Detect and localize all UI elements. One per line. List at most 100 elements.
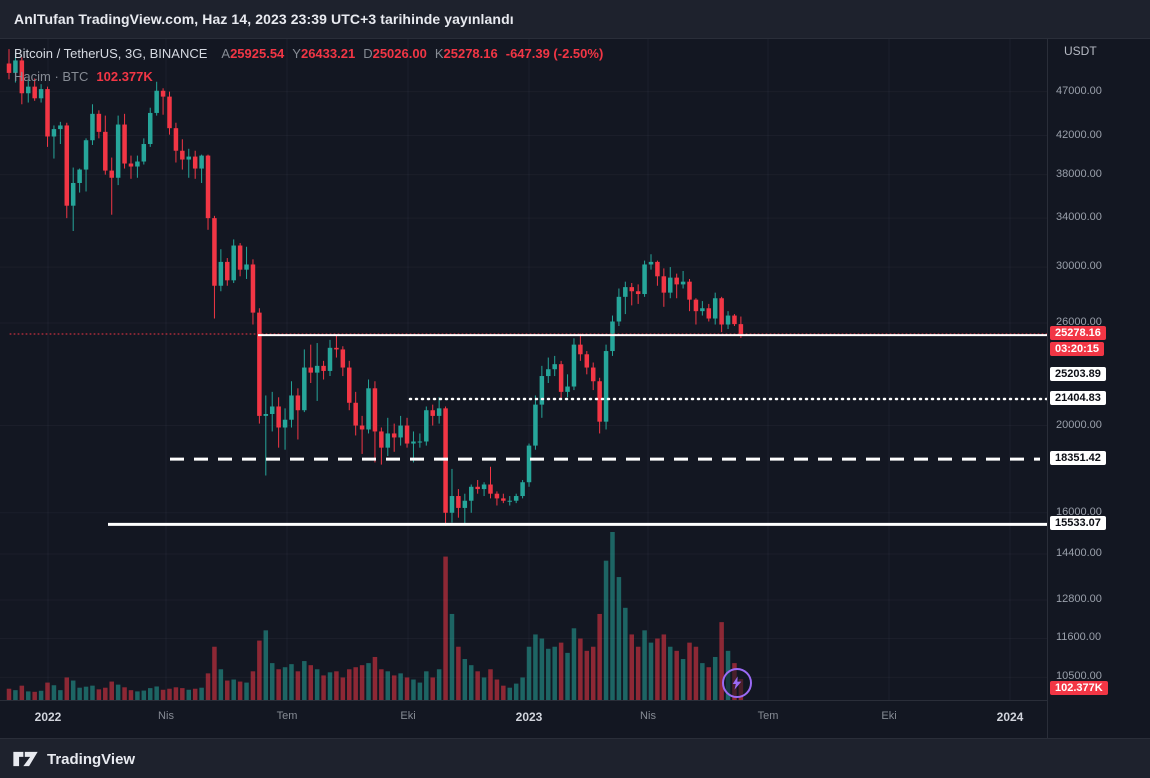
volume-bar bbox=[385, 671, 391, 700]
price-tick-label: 38000.00 bbox=[1056, 167, 1102, 180]
volume-bar bbox=[590, 646, 596, 700]
volume-bar bbox=[147, 688, 153, 700]
ohlc-key: D bbox=[363, 46, 373, 61]
volume-bar bbox=[212, 646, 217, 700]
footer-bar: TradingView bbox=[0, 738, 1150, 778]
volume-bar bbox=[231, 679, 236, 700]
ohlc-value: 25925.54 bbox=[230, 46, 285, 61]
volume-bar bbox=[109, 681, 114, 700]
candle-body bbox=[51, 129, 57, 137]
candle-body bbox=[449, 496, 455, 513]
candle-body bbox=[706, 308, 712, 319]
volume-bar bbox=[77, 687, 82, 700]
volume-bar bbox=[250, 671, 256, 700]
tradingview-logo[interactable]: TradingView bbox=[12, 749, 135, 769]
time-label-month: Tem bbox=[276, 710, 298, 722]
candle-body bbox=[250, 264, 256, 313]
volume-bar bbox=[642, 630, 647, 700]
candle-body bbox=[205, 155, 211, 219]
volume-bar bbox=[533, 634, 538, 700]
candle-body bbox=[468, 486, 474, 501]
ohlc-value: 26433.21 bbox=[300, 46, 356, 61]
candle-body bbox=[719, 298, 724, 325]
volume-bar bbox=[58, 690, 63, 700]
volume-bar bbox=[38, 690, 44, 700]
price-axis[interactable]: USDT 25278.16 03:20:15 102.377K 47000.00… bbox=[1047, 0, 1150, 738]
candle-body bbox=[334, 347, 339, 350]
boost-button[interactable] bbox=[722, 668, 752, 698]
price-tick-label: 11600.00 bbox=[1056, 631, 1102, 644]
bar-countdown-badge: 03:20:15 bbox=[1050, 342, 1105, 356]
volume-bar bbox=[546, 648, 551, 700]
candle-body bbox=[90, 113, 95, 141]
candle-body bbox=[83, 140, 89, 170]
candle-body bbox=[244, 264, 249, 270]
candle-body bbox=[295, 395, 301, 411]
volume-bar bbox=[122, 687, 127, 700]
publish-info-text: AnlTufan TradingView.com, Haz 14, 2023 2… bbox=[14, 11, 514, 27]
volume-bar bbox=[51, 685, 57, 700]
volume-bar bbox=[610, 532, 615, 700]
candle-body bbox=[526, 445, 532, 483]
volume-bar bbox=[539, 638, 545, 700]
candle-body bbox=[623, 287, 628, 297]
symbol-title[interactable]: Bitcoin / TetherUS, 3G, BINANCE bbox=[14, 46, 208, 61]
volume-bar bbox=[417, 682, 423, 700]
candle-body bbox=[103, 131, 108, 171]
volume-bar bbox=[26, 691, 31, 700]
volume-bar bbox=[565, 652, 570, 700]
brand-name: TradingView bbox=[47, 750, 136, 768]
volume-bar bbox=[462, 659, 468, 700]
candle-body bbox=[603, 351, 609, 422]
candle-body bbox=[160, 90, 166, 97]
volume-bar bbox=[199, 687, 204, 700]
candle-body bbox=[501, 498, 506, 501]
candle-body bbox=[597, 381, 602, 422]
ohlc-values: A25925.54 Y26433.21 D25026.00 K25278.16 bbox=[213, 46, 497, 61]
tradingview-mark-icon bbox=[13, 751, 38, 767]
candle-body bbox=[199, 155, 204, 169]
volume-bar bbox=[302, 661, 307, 700]
candle-body bbox=[494, 493, 500, 499]
candle-body bbox=[372, 388, 378, 432]
time-label-month: Nis bbox=[158, 710, 174, 722]
volume-bar bbox=[597, 613, 602, 700]
legend-row-main: Bitcoin / TetherUS, 3G, BINANCE A25925.54… bbox=[14, 44, 603, 64]
volume-bar bbox=[372, 656, 378, 700]
candle-body bbox=[231, 245, 236, 281]
candle-body bbox=[629, 287, 634, 292]
volume-bar bbox=[507, 687, 513, 700]
candle-body bbox=[109, 170, 114, 178]
volume-bar bbox=[655, 638, 660, 700]
volume-bar bbox=[6, 688, 12, 700]
candle-body bbox=[565, 386, 570, 392]
candle-body bbox=[192, 156, 198, 169]
candle-body bbox=[269, 406, 275, 414]
candle-body bbox=[680, 281, 686, 285]
candle-body bbox=[475, 486, 480, 490]
time-axis[interactable]: 2022 Nis Tem Eki 2023 Nis Tem Eki 2024 bbox=[0, 700, 1047, 739]
volume-bar bbox=[192, 688, 198, 700]
volume-bar bbox=[687, 642, 692, 700]
ohlc-value: 25278.16 bbox=[443, 46, 498, 61]
candle-body bbox=[436, 408, 442, 416]
line-price-label: 15533.07 bbox=[1050, 516, 1106, 531]
candle-body bbox=[732, 315, 737, 325]
legend-row-volume: Hacim · BTC 102.377K bbox=[14, 67, 603, 87]
price-axis-unit: USDT bbox=[1064, 44, 1097, 58]
candle-body bbox=[186, 156, 192, 160]
volume-bar bbox=[443, 556, 448, 700]
time-label-year: 2023 bbox=[515, 710, 543, 724]
candle-body bbox=[308, 367, 313, 373]
candle-body bbox=[353, 402, 358, 426]
volume-bar bbox=[712, 656, 718, 700]
candle-body bbox=[366, 388, 371, 430]
candle-body bbox=[115, 124, 121, 178]
volume-bar bbox=[456, 646, 461, 700]
time-label-year: 2024 bbox=[996, 710, 1024, 724]
candle-body bbox=[725, 315, 731, 325]
volume-bar bbox=[501, 685, 506, 700]
volume-legend-label[interactable]: Hacim · BTC bbox=[14, 68, 89, 84]
volume-bar bbox=[160, 689, 166, 700]
